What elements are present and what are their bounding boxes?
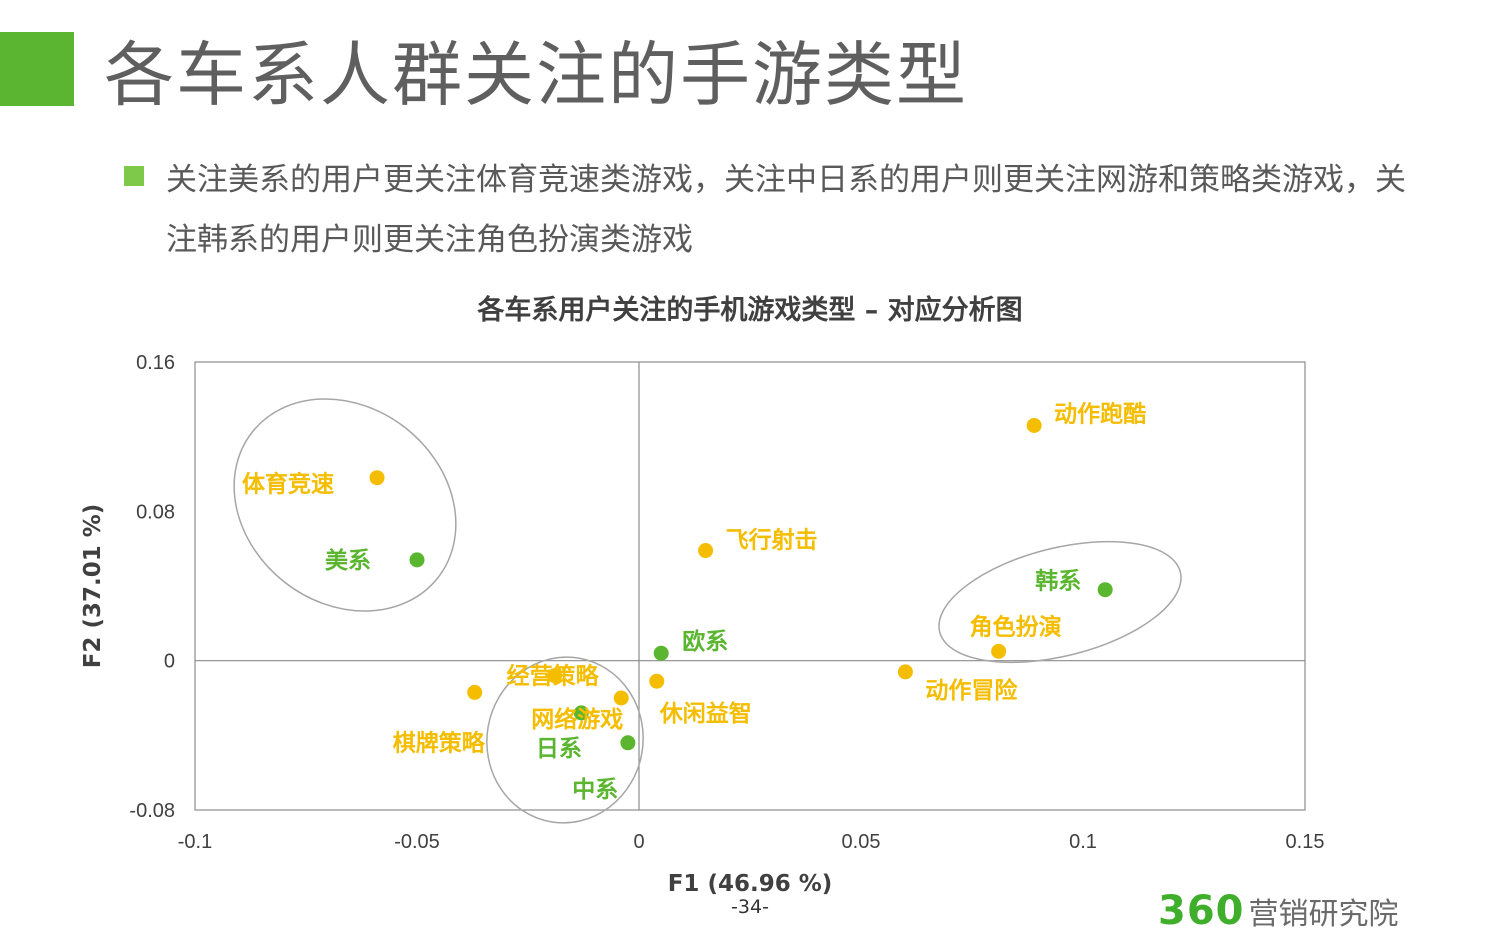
point-label-1-8: 网络游戏 bbox=[531, 706, 623, 733]
chart-title: 各车系用户关注的手机游戏类型 – 对应分析图 bbox=[477, 295, 1023, 326]
point-label-1-5: 经营策略 bbox=[507, 663, 600, 690]
point-marker-1-1 bbox=[369, 470, 385, 486]
ellipse-china-japan-group bbox=[486, 656, 644, 824]
point-label-1-0: 动作跑酷 bbox=[1054, 401, 1146, 427]
ellipse-us-group bbox=[233, 398, 457, 612]
point-label-1-1: 体育竞速 bbox=[242, 471, 334, 498]
point-marker-0-4 bbox=[573, 705, 589, 721]
point-marker-1-7 bbox=[467, 684, 483, 700]
x-tick-label-3: 0.05 bbox=[842, 831, 881, 853]
point-label-0-3: 日系 bbox=[536, 736, 582, 762]
y-tick-label-0: -0.08 bbox=[129, 800, 175, 822]
point-label-0-2: 欧系 bbox=[682, 629, 728, 655]
point-marker-1-3 bbox=[991, 643, 1007, 659]
correspondence-scatter-chart: -0.1 -0.05 0 0.05 0.1 0.15 -0.08 0 0.08 0.16 F1 (4… bbox=[80, 352, 1325, 897]
y-tick-label-1: 0 bbox=[164, 651, 175, 673]
title-accent-block bbox=[0, 32, 74, 106]
point-label-1-4: 动作冒险 bbox=[925, 677, 1018, 704]
point-marker-0-0 bbox=[409, 552, 425, 568]
point-marker-0-2 bbox=[653, 645, 669, 661]
y-axis-title: F2 (37.01 %) bbox=[80, 504, 106, 669]
point-marker-1-8 bbox=[613, 690, 629, 706]
point-label-1-3: 角色扮演 bbox=[970, 613, 1062, 640]
plot-frame bbox=[194, 361, 1306, 811]
point-label-0-4: 中系 bbox=[572, 777, 618, 803]
point-marker-1-2 bbox=[698, 543, 714, 559]
page-title: 各车系人群关注的手游类型 bbox=[104, 34, 968, 116]
point-marker-0-3 bbox=[620, 735, 636, 751]
point-label-1-2: 飞行射击 bbox=[726, 527, 818, 554]
logo-text: 营销研究院 bbox=[1248, 897, 1399, 932]
x-tick-label-2: 0 bbox=[633, 831, 644, 853]
point-label-0-1: 韩系 bbox=[1035, 568, 1081, 595]
point-marker-1-5 bbox=[547, 668, 563, 684]
x-tick-label-0: -0.1 bbox=[178, 831, 212, 853]
point-marker-0-1 bbox=[1097, 582, 1113, 598]
x-axis-title: F1 (46.96 %) bbox=[668, 871, 833, 897]
logo: 360 营销研究院 bbox=[1158, 888, 1399, 934]
point-label-1-7: 棋牌策略 bbox=[393, 729, 486, 756]
ellipse-korean-group bbox=[938, 540, 1182, 664]
y-tick-label-3: 0.16 bbox=[136, 352, 175, 374]
point-marker-1-4 bbox=[897, 664, 913, 680]
logo-number: 360 bbox=[1158, 888, 1245, 934]
bullet-marker bbox=[124, 166, 144, 186]
point-marker-1-6 bbox=[649, 673, 665, 689]
point-label-0-0: 美系 bbox=[325, 547, 371, 574]
point-marker-1-0 bbox=[1026, 417, 1042, 433]
x-tick-label-4: 0.1 bbox=[1069, 831, 1097, 853]
x-tick-label-5: 0.15 bbox=[1286, 831, 1325, 853]
x-tick-label-1: -0.05 bbox=[394, 831, 440, 853]
point-label-1-6: 休闲益智 bbox=[659, 700, 752, 727]
page-number: -34- bbox=[731, 896, 769, 918]
y-tick-label-2: 0.08 bbox=[136, 501, 175, 523]
bullet-text: 关注美系的用户更关注体育竞速类游戏，关注中日系的用户则更关注网游和策略类游戏，关… bbox=[166, 162, 1406, 258]
